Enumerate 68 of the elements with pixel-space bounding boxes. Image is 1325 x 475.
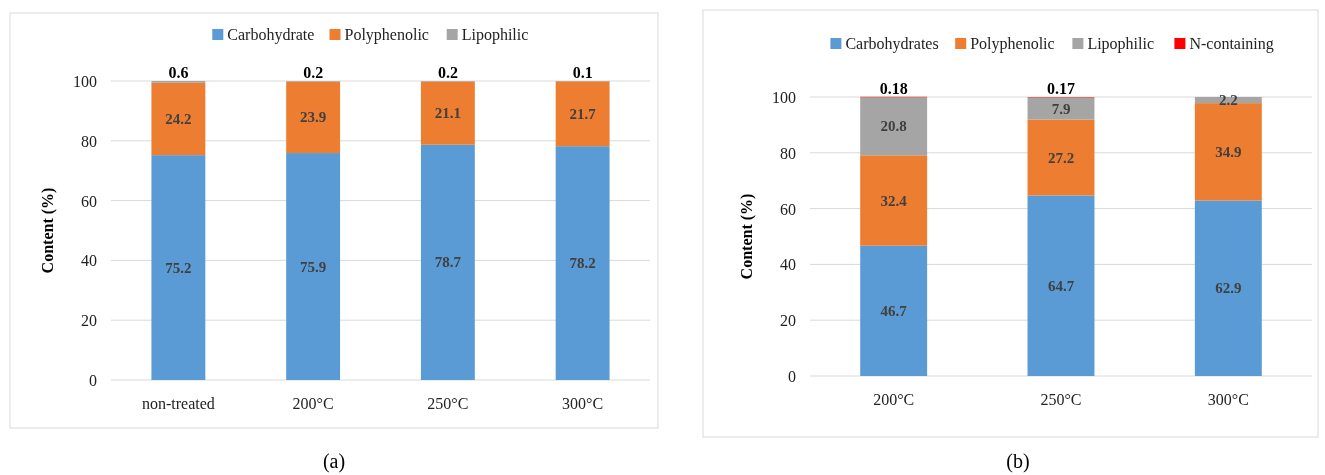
- y-tick-label: 60: [81, 192, 97, 210]
- bar: [860, 155, 928, 246]
- bar: [1194, 103, 1262, 201]
- data-label: 24.2: [165, 110, 192, 127]
- y-tick-label: 80: [81, 132, 97, 150]
- data-label: 75.2: [165, 259, 192, 276]
- data-label: 46.7: [880, 302, 908, 319]
- data-label: 78.2: [569, 255, 596, 272]
- y-axis-title: Content (%): [39, 187, 57, 274]
- x-tick-label: 250°C: [1040, 391, 1082, 408]
- data-label: 32.4: [880, 192, 908, 209]
- data-label: 20.8: [880, 118, 907, 135]
- y-tick-label: 40: [780, 256, 796, 274]
- legend-label: Polyphenolic: [970, 35, 1055, 53]
- data-label: 0.17: [1047, 80, 1075, 98]
- text: (b): [1006, 450, 1030, 473]
- y-tick-label: 100: [772, 89, 796, 106]
- x-tick-label: 250°C: [427, 395, 469, 412]
- bar: [860, 97, 928, 156]
- data-label: 78.7: [434, 254, 462, 271]
- data-label: 62.9: [1215, 280, 1242, 297]
- data-label: 0.2: [303, 64, 324, 81]
- data-label: 23.9: [300, 109, 327, 126]
- legend-label: Lipophilic: [461, 26, 529, 44]
- data-label: 7.9: [1051, 100, 1071, 117]
- y-tick-label: 100: [73, 73, 97, 90]
- data-label: 0.1: [572, 64, 593, 81]
- y-tick-label: 0: [89, 372, 97, 389]
- x-tick-label: 300°C: [562, 395, 604, 412]
- bar: [151, 155, 206, 380]
- y-tick-label: 0: [788, 368, 796, 385]
- x-tick-label: non-treated: [141, 395, 215, 412]
- y-tick-label: 60: [780, 200, 796, 218]
- text: (a): [322, 450, 346, 473]
- data-label: 0.18: [879, 79, 908, 97]
- data-label: 27.2: [1047, 149, 1075, 166]
- data-label: 75.9: [300, 258, 327, 275]
- bar: [1027, 195, 1095, 376]
- legend-label: N-containing: [1189, 35, 1274, 53]
- bar: [1027, 97, 1095, 120]
- bar: [860, 245, 928, 376]
- bar: [420, 81, 475, 145]
- bar: [1027, 119, 1095, 196]
- data-label: 34.9: [1215, 143, 1242, 160]
- data-label: 21.7: [569, 105, 597, 122]
- y-tick-label: 20: [780, 312, 796, 330]
- data-label: 21.1: [434, 105, 461, 122]
- legend-label: Carbohydrate: [227, 26, 315, 44]
- legend-label: Polyphenolic: [344, 26, 429, 44]
- data-label: 0.6: [168, 64, 189, 81]
- bar: [286, 153, 341, 380]
- bar: [151, 82, 206, 156]
- bar: [1194, 200, 1262, 376]
- y-tick-label: 40: [81, 252, 97, 270]
- x-tick-label: 200°C: [292, 395, 334, 412]
- x-tick-label: 300°C: [1207, 391, 1249, 408]
- legend-label: Lipophilic: [1087, 35, 1155, 53]
- bar: [555, 81, 610, 147]
- y-tick-label: 20: [81, 312, 97, 330]
- bar: [286, 81, 341, 154]
- x-tick-label: 200°C: [873, 391, 915, 408]
- data-label: 0.2: [437, 64, 458, 81]
- bar: [420, 144, 475, 380]
- y-axis-title: Content (%): [738, 193, 756, 280]
- data-label: 64.7: [1047, 277, 1075, 294]
- legend-label: Carbohydrates: [845, 35, 939, 53]
- bar: [555, 146, 610, 380]
- y-tick-label: 80: [780, 144, 796, 162]
